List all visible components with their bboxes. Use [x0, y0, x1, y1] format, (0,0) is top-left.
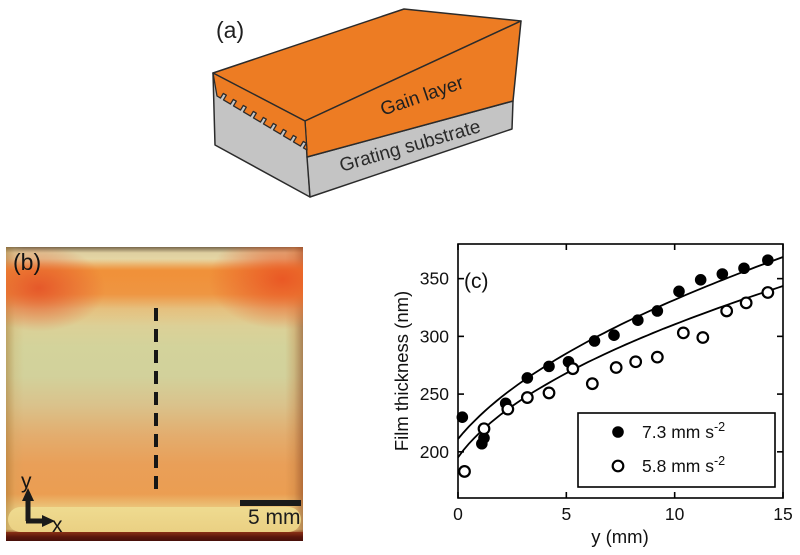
y-arrowhead-icon: [22, 488, 34, 501]
gain-layer-left-face-grating: [212, 72, 308, 151]
data-point: [762, 254, 774, 266]
data-point: [566, 362, 580, 376]
photo-y-axis-label: y: [21, 470, 32, 493]
photo-substrate-edge: [6, 532, 303, 541]
data-point: [696, 331, 710, 344]
data-point: [458, 465, 471, 478]
data-point: [542, 386, 556, 400]
coordinate-axes-icon: [22, 488, 55, 527]
data-point: [650, 350, 664, 364]
legend-marker: [611, 459, 625, 473]
legend-label: 5.8 mm s-2: [642, 454, 725, 476]
film-photograph: (b) y x 5 mm: [6, 247, 303, 541]
panel-b-label: (b): [13, 249, 42, 275]
y-tick-label: 300: [420, 326, 449, 346]
panel-c-label: (c): [464, 270, 489, 293]
data-point: [651, 305, 664, 317]
data-point: [629, 355, 643, 369]
data-point: [761, 286, 775, 299]
gain-layer-shape: [212, 8, 522, 158]
x-arrowhead-icon: [42, 515, 55, 527]
x-tick-label: 5: [561, 504, 571, 524]
data-point: [588, 335, 601, 347]
legend-label: 7.3 mm s-2: [642, 420, 725, 442]
data-point: [585, 377, 599, 391]
fit-curve: [457, 256, 784, 440]
data-point: [543, 360, 555, 373]
data-point: [716, 268, 729, 280]
data-point: [456, 411, 469, 423]
chart-y-axis-title: Film thickness (nm): [391, 291, 412, 451]
scale-bar: [240, 500, 301, 506]
panel-a-schematic: (a) Gain layer Grating substrate: [212, 8, 522, 198]
data-point: [501, 402, 515, 416]
x-tick-label: 0: [453, 504, 463, 524]
panel-a-label: (a): [216, 17, 244, 43]
x-tick-label: 15: [773, 504, 792, 524]
photo-x-axis-label: x: [52, 514, 63, 537]
data-point: [521, 372, 534, 384]
y-tick-label: 250: [420, 384, 449, 404]
legend-box: [577, 412, 776, 488]
data-point: [609, 361, 623, 374]
legend-marker: [612, 426, 624, 438]
film-thickness-chart: 0 5 10 15 200 250 300 350 7.3 mm s-2 5.8 mm s-2 (…: [391, 243, 793, 547]
data-point: [520, 391, 534, 404]
data-point: [739, 296, 753, 310]
chart-plot-area: 0 5 10 15 200 250 300 350 7.3 mm s-2 5.8 mm s-2: [420, 243, 793, 524]
data-point: [632, 314, 644, 326]
data-point: [720, 304, 734, 318]
data-point: [608, 329, 620, 342]
data-point: [673, 285, 685, 298]
scale-bar-label: 5 mm: [248, 506, 301, 529]
data-point: [738, 262, 750, 275]
x-tick-label: 10: [665, 504, 685, 524]
data-point: [694, 273, 707, 286]
data-point: [676, 326, 690, 340]
data-point: [477, 422, 491, 436]
y-tick-label: 350: [420, 269, 449, 289]
measurement-dashed-line: [154, 308, 158, 489]
photo-bottom-light-band: [8, 507, 301, 532]
chart-x-axis-title: y (mm): [591, 526, 649, 547]
y-tick-label: 200: [420, 442, 449, 462]
